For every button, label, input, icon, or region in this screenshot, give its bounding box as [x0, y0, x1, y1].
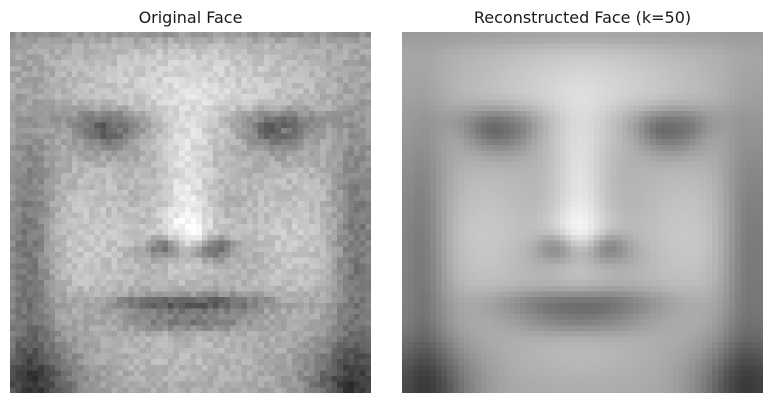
reconstructed-face-image [402, 32, 763, 393]
reconstructed-face-title: Reconstructed Face (k=50) [473, 8, 692, 27]
original-face-title: Original Face [138, 8, 243, 27]
original-face-image [10, 32, 371, 393]
